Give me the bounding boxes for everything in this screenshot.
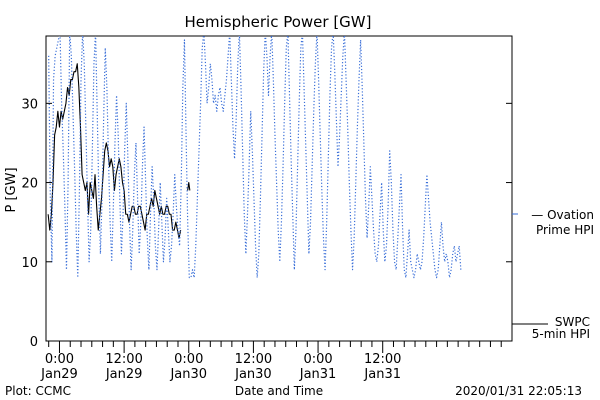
x-tick-date-label: Jan30 xyxy=(169,367,207,382)
y-tick-label: 0 xyxy=(30,335,38,350)
chart-title: Hemispheric Power [GW] xyxy=(185,13,372,31)
x-tick-date-label: Jan29 xyxy=(105,367,143,382)
series-line-1-segment-0 xyxy=(48,36,462,279)
series-1 xyxy=(48,36,462,279)
x-tick-time-label: 0:00 xyxy=(45,352,74,367)
x-tick-date-label: Jan31 xyxy=(363,367,401,382)
x-tick-date-label: Jan31 xyxy=(299,367,337,382)
series-line-0-segment-1 xyxy=(187,182,191,191)
x-tick-time-label: 0:00 xyxy=(303,352,332,367)
y-tick-label: 20 xyxy=(21,177,38,192)
x-tick-date-label: Jan30 xyxy=(234,367,272,382)
x-axis-label: Date and Time xyxy=(235,384,323,398)
x-axis-ticks: 0:00Jan2912:00Jan290:00Jan3012:00Jan300:… xyxy=(40,341,502,382)
ovation-legend-label: Prime HPI xyxy=(536,223,594,237)
series-layer xyxy=(47,36,462,279)
y-tick-label: 30 xyxy=(21,97,38,112)
x-tick-time-label: 12:00 xyxy=(235,352,272,367)
swpc-legend-label: SWPC xyxy=(555,315,590,329)
x-tick-time-label: 0:00 xyxy=(174,352,203,367)
y-tick-label: 10 xyxy=(21,256,38,271)
x-tick-time-label: 12:00 xyxy=(364,352,401,367)
series-0 xyxy=(47,63,191,239)
y-axis-label: P [GW] xyxy=(4,167,19,212)
x-tick-date-label: Jan29 xyxy=(40,367,78,382)
y-axis-ticks: 0 10 20 30 xyxy=(21,97,512,350)
ovation-legend-label: — Ovation xyxy=(531,208,594,222)
x-tick-time-label: 12:00 xyxy=(105,352,142,367)
swpc-legend-label: 5-min HPI xyxy=(532,327,590,341)
plot-timestamp: 2020/01/31 22:05:13 xyxy=(455,384,582,398)
series-line-0-segment-0 xyxy=(47,63,182,239)
plot-credit: Plot: CCMC xyxy=(5,384,71,398)
plot-frame xyxy=(45,35,513,342)
